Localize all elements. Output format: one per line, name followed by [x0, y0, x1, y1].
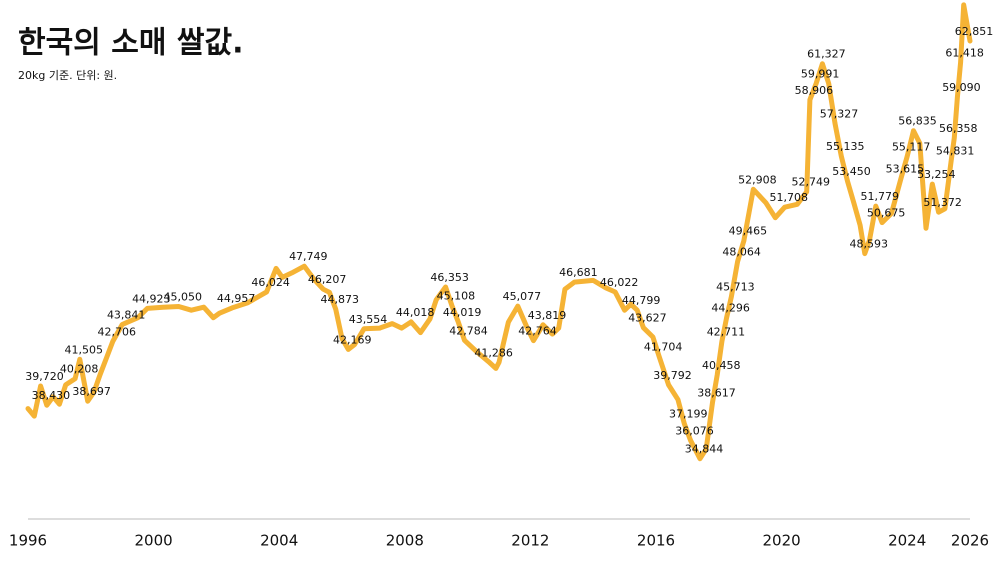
value-label: 46,024: [251, 276, 290, 289]
value-label: 43,819: [528, 309, 567, 322]
value-label: 59,991: [801, 68, 840, 81]
value-label: 38,430: [32, 389, 71, 402]
value-label: 53,254: [917, 168, 956, 181]
value-label: 41,286: [474, 347, 513, 360]
value-label: 46,022: [600, 276, 639, 289]
chart-subtitle: 20kg 기준. 단위: 원.: [18, 69, 117, 82]
value-label: 51,779: [861, 190, 900, 203]
x-tick-label: 2016: [637, 532, 675, 550]
value-label: 46,681: [559, 266, 598, 279]
value-label: 43,554: [349, 313, 388, 326]
x-tick-label: 2026: [951, 532, 989, 550]
x-tick-label: 2024: [888, 532, 926, 550]
value-label: 56,835: [898, 115, 937, 128]
value-label: 53,450: [832, 165, 871, 178]
value-label: 50,675: [867, 207, 906, 220]
value-label: 44,957: [217, 292, 256, 305]
value-label: 47,749: [289, 250, 328, 263]
value-label: 65,270: [948, 0, 987, 2]
value-label: 44,296: [711, 302, 750, 315]
value-label: 42,711: [707, 325, 746, 338]
value-label: 41,505: [65, 343, 104, 356]
value-label: 36,076: [675, 424, 714, 437]
value-label: 39,792: [653, 369, 692, 382]
x-tick-label: 2020: [763, 532, 801, 550]
value-label: 46,353: [430, 271, 469, 284]
value-label: 42,706: [98, 325, 137, 338]
value-label: 55,135: [826, 140, 865, 153]
value-label: 44,923: [132, 292, 171, 305]
value-label: 43,627: [628, 312, 667, 325]
value-label: 61,327: [807, 48, 846, 61]
x-tick-label: 2000: [135, 532, 173, 550]
value-label: 37,199: [669, 408, 708, 421]
value-label: 61,418: [945, 46, 984, 59]
x-tick-label: 2012: [511, 532, 549, 550]
value-label: 54,831: [936, 145, 975, 158]
value-label: 42,764: [518, 325, 557, 338]
value-label: 42,784: [449, 324, 488, 337]
value-label: 53,615: [886, 163, 925, 176]
value-label: 41,704: [644, 340, 683, 353]
value-label: 38,617: [697, 386, 736, 399]
data-line: [25, 2, 973, 462]
value-label: 45,050: [163, 290, 202, 303]
value-label: 58,906: [795, 84, 834, 97]
x-tick-label: 1996: [9, 532, 47, 550]
value-label: 45,108: [437, 290, 476, 303]
value-label: 59,090: [942, 81, 981, 94]
value-label: 52,908: [738, 173, 777, 186]
value-label: 51,372: [923, 196, 962, 209]
value-label: 45,077: [503, 290, 542, 303]
x-tick-label: 2004: [260, 532, 298, 550]
value-label: 43,841: [107, 308, 146, 321]
value-label: 39,720: [25, 370, 64, 383]
chart-title: 한국의 소매 쌀값.: [18, 26, 244, 61]
value-label: 48,064: [722, 246, 761, 259]
value-label: 55,117: [892, 140, 931, 153]
x-tick-label: 2008: [386, 532, 424, 550]
value-label: 44,799: [622, 294, 661, 307]
value-label: 52,749: [791, 176, 830, 189]
value-label: 48,593: [850, 238, 889, 251]
value-label: 40,208: [60, 363, 99, 376]
value-label: 56,358: [939, 122, 978, 135]
value-label: 44,019: [443, 306, 482, 319]
value-label: 44,018: [396, 306, 435, 319]
value-label: 57,327: [820, 107, 859, 120]
value-label: 34,844: [685, 443, 724, 456]
value-label: 45,713: [716, 281, 755, 294]
value-label: 62,851: [955, 25, 994, 38]
value-label: 38,697: [72, 385, 111, 398]
value-label: 49,465: [729, 225, 768, 238]
value-label: 51,708: [769, 191, 808, 204]
value-label: 44,873: [320, 293, 359, 306]
value-label: 40,458: [702, 359, 741, 372]
value-label: 42,169: [333, 333, 372, 346]
value-label: 46,207: [308, 273, 347, 286]
